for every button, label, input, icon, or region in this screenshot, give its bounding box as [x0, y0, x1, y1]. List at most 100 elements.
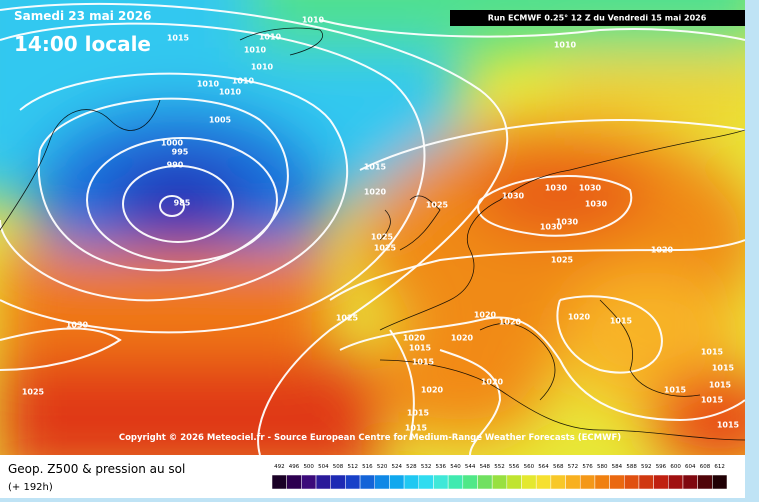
- colorbar-swatch: [271, 474, 287, 490]
- isobar-label: 1010: [302, 16, 325, 25]
- colorbar-label: 504: [318, 464, 329, 470]
- colorbar-label: 564: [538, 464, 549, 470]
- isobar-label: 1015: [701, 396, 724, 405]
- colorbar-label: 544: [465, 464, 476, 470]
- colorbar-swatch: [535, 474, 552, 490]
- isobar-label: 985: [174, 199, 191, 208]
- colorbar-label: 500: [303, 464, 314, 470]
- isobar-label: 1015: [664, 386, 687, 395]
- isobar-label: 1025: [336, 314, 359, 323]
- isobar-label: 1005: [209, 116, 232, 125]
- colorbar-swatch: [712, 474, 728, 490]
- isobar-label: 1010: [197, 80, 220, 89]
- isobar-label: 1020: [651, 246, 674, 255]
- colorbar-swatch: [462, 474, 478, 490]
- isobar-label: 1025: [374, 244, 397, 253]
- colorbar-swatch: [330, 474, 346, 490]
- isobar-label: 1020: [451, 334, 474, 343]
- colorbar-label: 608: [700, 464, 711, 470]
- isobar-label: 1030: [502, 192, 525, 201]
- lead-time: (+ 192h): [8, 482, 53, 493]
- colorbar-label: 584: [612, 464, 623, 470]
- isobar-label: 1015: [412, 358, 435, 367]
- isobar-label: 1030: [545, 184, 568, 193]
- colorbar-label: 596: [656, 464, 667, 470]
- colorbar-label: 512: [347, 464, 358, 470]
- colorbar-label: 560: [524, 464, 535, 470]
- colorbar-label: 556: [509, 464, 520, 470]
- isobar-label: 1020: [481, 378, 504, 387]
- colorbar-swatch: [668, 474, 684, 490]
- colorbar-label: 572: [568, 464, 579, 470]
- isobar-label: 1025: [371, 233, 394, 242]
- isobar-label: 1020: [364, 188, 387, 197]
- colorbar-swatch: [359, 474, 375, 490]
- isobar-label: 1015: [701, 348, 724, 357]
- footer-title: Geop. Z500 & pression au sol: [8, 462, 185, 476]
- colorbar-swatch: [506, 474, 522, 490]
- colorbar-label: 600: [670, 464, 681, 470]
- colorbar-label: 612: [714, 464, 725, 470]
- isobar-label: 990: [167, 161, 184, 170]
- colorbar-label: 588: [626, 464, 637, 470]
- isobar-label: 1010: [554, 41, 577, 50]
- colorbar: 492 496 500 504 508 512 516 520 524 528 532 536 540 5…: [271, 464, 728, 490]
- isobar-label: 1020: [499, 318, 522, 327]
- isobar-label: 1015: [712, 364, 735, 373]
- colorbar-swatch: [389, 474, 405, 490]
- colorbar-swatch: [565, 474, 581, 490]
- map: [0, 0, 745, 455]
- colorbar-swatch: [682, 474, 698, 490]
- colorbar-label: 592: [641, 464, 652, 470]
- isobar-label: 1010: [244, 46, 267, 55]
- colorbar-swatch: [345, 474, 361, 490]
- isobar-label: 1000: [161, 139, 184, 148]
- isobar-label: 1030: [585, 200, 608, 209]
- isobar-label: 995: [172, 148, 189, 157]
- colorbar-label: 576: [582, 464, 593, 470]
- run-info-box: [450, 10, 745, 26]
- colorbar-label: 548: [480, 464, 491, 470]
- isobar-label: 1010: [232, 77, 255, 86]
- colorbar-swatch: [550, 474, 566, 490]
- time-line: 14:00 locale: [14, 32, 151, 56]
- colorbar-swatch: [301, 474, 317, 490]
- colorbar-swatch: [286, 474, 302, 490]
- colorbar-label: 540: [450, 464, 461, 470]
- isobar-label: 1015: [717, 421, 740, 430]
- colorbar-label: 496: [289, 464, 300, 470]
- colorbar-swatch: [433, 474, 449, 490]
- colorbar-label: 568: [553, 464, 564, 470]
- colorbar-swatch: [491, 474, 508, 490]
- colorbar-label: 580: [597, 464, 608, 470]
- isobar-label: 1015: [610, 317, 633, 326]
- isobar-label: 1015: [364, 163, 387, 172]
- date-line: Samedi 23 mai 2026: [14, 9, 151, 23]
- colorbar-label: 492: [274, 464, 285, 470]
- isobar-label: 1020: [421, 386, 444, 395]
- colorbar-swatch: [521, 474, 537, 490]
- colorbar-swatch: [624, 474, 640, 490]
- colorbar-swatch: [653, 474, 669, 490]
- isobar-label: 1025: [22, 388, 45, 397]
- isobar-label: 1015: [407, 409, 430, 418]
- colorbar-label: 508: [333, 464, 344, 470]
- side-strip: [745, 0, 759, 498]
- colorbar-label: 516: [362, 464, 373, 470]
- colorbar-swatch: [477, 474, 493, 490]
- copyright: Copyright © 2026 Meteociel.fr - Source E…: [119, 433, 621, 443]
- colorbar-swatch: [374, 474, 390, 490]
- isobar-label: 1020: [568, 313, 591, 322]
- isobar-label: 1010: [251, 63, 274, 72]
- isobar-label: 1025: [551, 256, 574, 265]
- colorbar-swatch: [638, 474, 654, 490]
- isobar-label: 1010: [219, 88, 242, 97]
- isobar-label: 1020: [474, 311, 497, 320]
- colorbar-swatch: [609, 474, 625, 490]
- isobar-label: 1030: [556, 218, 579, 227]
- isobar-label: 1015: [167, 34, 190, 43]
- colorbar-label: 532: [421, 464, 432, 470]
- colorbar-swatch: [315, 474, 331, 490]
